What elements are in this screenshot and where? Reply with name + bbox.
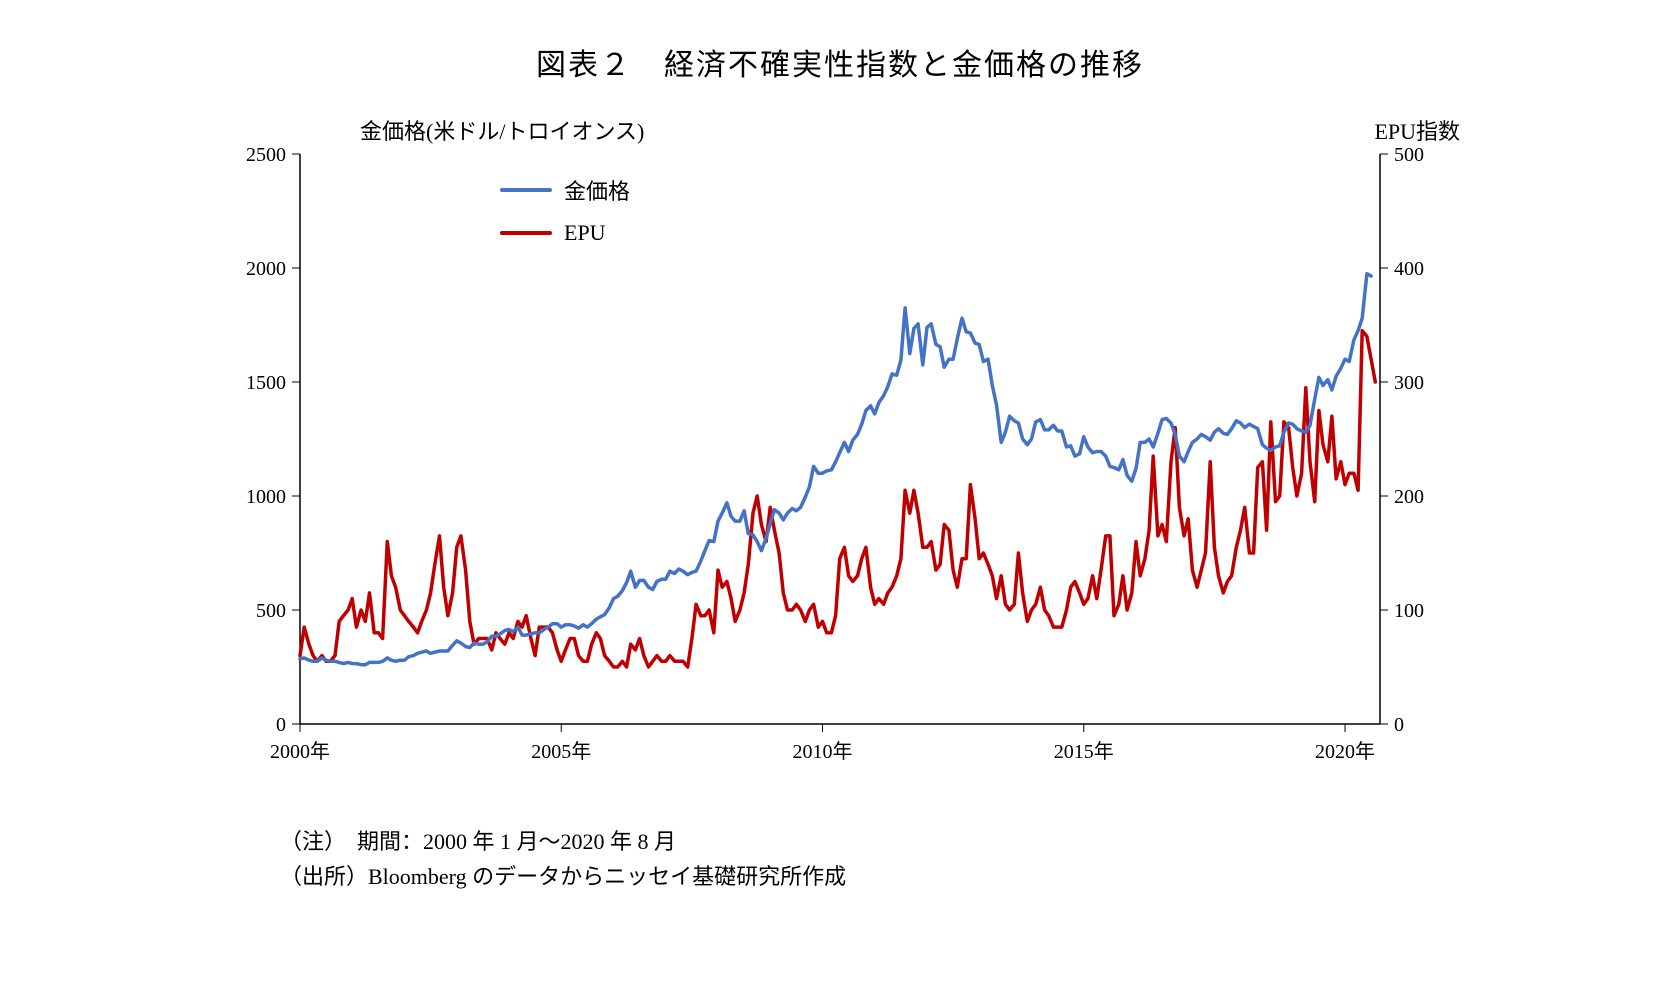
footnote-note: （注） 期間：2000 年 1 月～2020 年 8 月 (280, 824, 1680, 859)
footnote-source: （出所）Bloomberg のデータからニッセイ基礎研究所作成 (280, 859, 1680, 894)
y-axis-right-title: EPU指数 (1374, 114, 1460, 146)
svg-text:2000: 2000 (246, 258, 286, 280)
legend-label-gold: 金価格 (564, 174, 630, 206)
svg-text:200: 200 (1394, 486, 1424, 508)
y-axis-left-title: 金価格(米ドル/トロイオンス) (360, 114, 644, 146)
line-chart: 0 500 1000 1500 2000 2500 0 100 200 300 400 500 2000… (190, 124, 1490, 784)
legend-item-epu: EPU (500, 220, 630, 246)
page: 図表２ 経済不確実性指数と金価格の推移 金価格(米ドル/トロイオンス) EPU指… (0, 0, 1680, 992)
svg-text:2010年: 2010年 (792, 740, 852, 763)
svg-text:1000: 1000 (246, 486, 286, 508)
chart-container: 金価格(米ドル/トロイオンス) EPU指数 金価格 EPU 0500100015… (190, 124, 1490, 784)
svg-text:300: 300 (1394, 372, 1424, 394)
svg-text:500: 500 (1394, 144, 1424, 166)
legend-swatch-epu (500, 231, 552, 235)
svg-text:2500: 2500 (246, 144, 286, 166)
svg-text:2005年: 2005年 (531, 740, 591, 763)
legend-label-epu: EPU (564, 220, 606, 246)
svg-text:500: 500 (256, 600, 286, 622)
legend: 金価格 EPU (500, 174, 630, 260)
legend-item-gold: 金価格 (500, 174, 630, 206)
svg-text:400: 400 (1394, 258, 1424, 280)
svg-text:0: 0 (276, 714, 286, 736)
chart-title: 図表２ 経済不確実性指数と金価格の推移 (0, 40, 1680, 84)
svg-text:1500: 1500 (246, 372, 286, 394)
svg-text:2020年: 2020年 (1315, 740, 1375, 763)
svg-text:2015年: 2015年 (1054, 740, 1114, 763)
footnotes: （注） 期間：2000 年 1 月～2020 年 8 月 （出所）Bloombe… (280, 824, 1680, 894)
svg-text:2000年: 2000年 (270, 740, 330, 763)
legend-swatch-gold (500, 188, 552, 192)
svg-text:0: 0 (1394, 714, 1404, 736)
svg-text:100: 100 (1394, 600, 1424, 622)
